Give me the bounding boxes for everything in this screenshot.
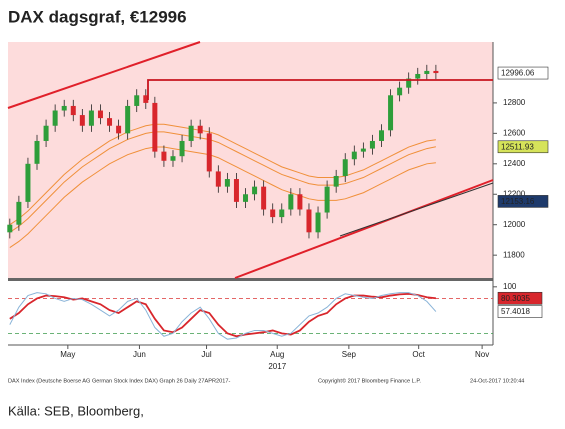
x-tick-label: Sep [342,350,357,359]
candle-body [97,110,103,119]
price-label-box [497,140,549,154]
candle-body [206,133,212,172]
footer-left: DAX Index (Deutsche Boerse AG German Sto… [8,378,230,384]
y-tick-label: 11800 [503,250,525,259]
footer-middle: Copyright© 2017 Bloomberg Finance L.P. [318,377,421,384]
chart-title: DAX dagsgraf, €12996 [8,7,187,26]
price-label-box [497,195,549,208]
price-label: 12153.16 [501,197,535,206]
band-line [9,123,436,226]
candle-body [70,105,76,116]
end-label: 80.3035 [501,294,530,303]
candle-body [261,186,267,210]
candle-body [270,209,276,218]
candle-body [152,102,158,152]
candle-body [52,110,58,126]
x-tick-label: Jul [201,350,211,359]
candle-body [378,130,384,141]
x-tick-label: Nov [475,350,489,359]
candle-body [297,194,303,210]
candle-body [215,171,221,187]
candle-body [134,95,140,106]
candle-body [388,95,394,131]
x-axis-label: 2017 [268,362,286,371]
candle-body [25,163,31,202]
candle-body [424,70,430,74]
panel-divider [8,278,493,281]
candle-body [79,115,85,126]
candle-body [161,151,167,161]
price-label: 12511.93 [501,142,534,151]
candle-body [360,148,366,152]
y-tick-label: 12800 [503,98,526,107]
band-line [9,131,436,233]
candle-body [333,175,339,187]
candle-body [415,73,421,79]
candle-body [143,95,149,103]
candle-body [288,194,294,210]
candle-body [43,125,49,141]
y-tick-label: 100 [503,282,517,291]
candle-body [16,201,22,225]
candle-body [351,151,357,160]
source: Källa: SEB, Bloomberg, [8,403,144,418]
candle-body [34,140,40,164]
x-tick-label: Jun [133,350,146,359]
lower-trend-line [234,179,494,279]
candle-body [243,194,249,202]
y-tick-label: 12000 [503,220,526,229]
candle-body [342,159,348,176]
candle-body [170,156,176,161]
candle-body [306,209,312,233]
y-tick-label: 12600 [503,128,526,137]
candle-body [224,179,230,187]
end-label: 57.4018 [501,307,530,316]
footer-right: 24-Oct-2017 10:20:44 [470,378,524,384]
candle-body [252,186,258,195]
band-line [9,146,436,248]
plot-background [8,42,493,278]
upper-trend-line [7,41,201,109]
end-label-box [497,291,543,305]
price-label-box [497,66,549,80]
candle-body [197,125,203,134]
candle-body [233,179,239,202]
candle-body [369,140,375,149]
candle-body [116,125,122,134]
candle-body [279,209,285,218]
support-line [339,182,494,237]
x-tick-label: Oct [412,350,425,359]
y-tick-label: 12200 [503,189,526,198]
price-label: 12996.06 [501,69,535,78]
candle-body [315,212,321,233]
candle-body [125,105,131,134]
end-label-box [497,305,543,318]
candle-body [324,186,330,213]
candle-body [7,224,13,233]
candle-body [61,105,67,111]
x-tick-label: Aug [270,350,284,359]
candle-body [179,140,185,157]
candle-body [107,118,113,126]
oscillator-line [9,292,437,340]
candle-body [406,78,412,88]
candle-body [188,125,194,141]
candle-body [88,110,94,126]
candle-body [397,87,403,96]
resistance-line [147,79,493,100]
y-tick-label: 12400 [503,159,526,168]
candle-body [433,70,439,74]
oscillator-line [9,292,436,338]
x-tick-label: May [60,350,75,359]
